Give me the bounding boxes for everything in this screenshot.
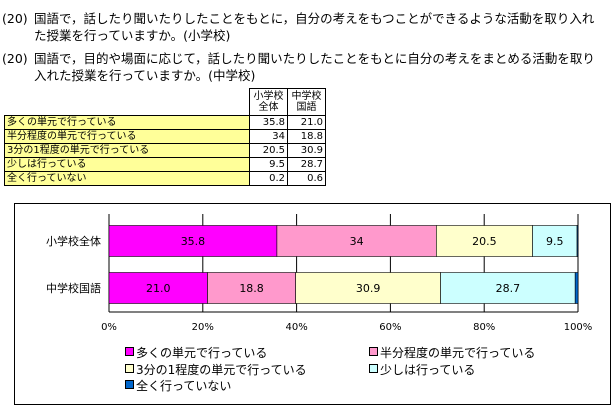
- x-tick-label: 40%: [285, 322, 307, 333]
- row-value: 18.8: [287, 129, 326, 144]
- data-label: 18.8: [239, 282, 264, 295]
- table-row: 少しは行っている 9.5 28.7: [4, 157, 326, 172]
- row-value: 21.0: [287, 115, 326, 130]
- legend-swatch: [125, 347, 134, 356]
- data-label: 34: [350, 235, 364, 248]
- row-value: 0.6: [287, 171, 326, 186]
- data-table: 小学校 全体 中学校 国語 多くの単元で行っている 35.8 21.0 半分程度…: [4, 88, 326, 186]
- table-row: 3分の1程度の単元で行っている 20.5 30.9: [4, 143, 326, 158]
- legend-label: 3分の1程度の単元で行っている: [136, 363, 307, 377]
- bar-segment: [440, 272, 576, 304]
- row-value: 35.8: [249, 115, 288, 130]
- legend-label: 全く行っていない: [136, 379, 232, 393]
- row-label: 半分程度の単元で行っている: [4, 129, 250, 144]
- row-value: 30.9: [287, 143, 326, 158]
- category-label: 小学校全体: [46, 234, 101, 248]
- header-junior: 中学校 国語: [291, 91, 322, 113]
- table-row: 半分程度の単元で行っている 34 18.8: [4, 129, 326, 144]
- legend-swatch: [369, 347, 378, 356]
- table-row: 全く行っていない 0.2 0.6: [4, 171, 326, 186]
- legend-item: 半分程度の単元で行っている: [369, 345, 535, 361]
- question-2-text: 国語で，目的や場面に応じて，話したり聞いたりしたことをもとに自分の考えをまとめる…: [34, 51, 595, 83]
- x-tick-label: 20%: [192, 322, 214, 333]
- row-value: 0.2: [249, 171, 288, 186]
- data-label: 21.0: [146, 282, 171, 295]
- legend-label: 少しは行っている: [380, 363, 476, 377]
- bar-segment: [295, 272, 441, 304]
- question-1-number: (20): [2, 11, 28, 26]
- data-label: 28.7: [496, 282, 521, 295]
- bar-segment: [276, 225, 437, 257]
- legend-swatch: [369, 364, 378, 373]
- data-label: 30.9: [356, 282, 381, 295]
- chart-container: 0% 20% 40% 60% 80% 100% 小学校全体 35.8 34 20.5 9.5 中学校国…: [14, 203, 611, 405]
- x-tick-label: 0%: [101, 322, 117, 333]
- legend-item: 3分の1程度の単元で行っている: [125, 362, 307, 378]
- table-header-cell: 中学校 国語: [287, 88, 326, 116]
- question-1-text: 国語で，話したり聞いたりしたことをもとに，自分の考えをもつことができるような活動…: [34, 11, 595, 43]
- legend-label: 多くの単元で行っている: [136, 346, 268, 360]
- row-label: 3分の1程度の単元で行っている: [4, 143, 250, 158]
- row-value: 28.7: [287, 157, 326, 172]
- bar-segment: [574, 272, 579, 304]
- question-2-number: (20): [2, 51, 28, 66]
- legend-swatch: [125, 364, 134, 373]
- data-label: 9.5: [546, 235, 564, 248]
- legend-swatch: [125, 380, 134, 389]
- table-header-row: 小学校 全体 中学校 国語: [5, 88, 326, 116]
- row-value: 9.5: [249, 157, 288, 172]
- row-value: 34: [249, 129, 288, 144]
- header-elementary: 小学校 全体: [253, 91, 284, 113]
- bar-segment: [108, 225, 278, 257]
- x-tick-label: 60%: [379, 322, 401, 333]
- table-row: 多くの単元で行っている 35.8 21.0: [4, 115, 326, 130]
- stacked-bar-chart: 0% 20% 40% 60% 80% 100% 小学校全体 35.8 34 20.5 9.5 中学校国…: [46, 214, 593, 333]
- row-label: 少しは行っている: [4, 157, 250, 172]
- bar-segment: [207, 272, 296, 304]
- legend-item: 少しは行っている: [369, 362, 475, 378]
- legend-item: 全く行っていない: [125, 378, 231, 394]
- row-label: 全く行っていない: [4, 171, 250, 186]
- legend-item: 多くの単元で行っている: [125, 345, 267, 361]
- table-header-cell: 小学校 全体: [249, 88, 288, 116]
- legend-label: 半分程度の単元で行っている: [380, 346, 536, 360]
- x-tick-label: 80%: [473, 322, 495, 333]
- row-label: 多くの単元で行っている: [4, 115, 250, 130]
- row-value: 20.5: [249, 143, 288, 158]
- x-tick-label: 100%: [564, 322, 593, 333]
- bar-segment: [436, 225, 533, 257]
- data-label: 35.8: [181, 235, 206, 248]
- bar-segment: [576, 225, 579, 257]
- data-label: 20.5: [472, 235, 497, 248]
- category-label: 中学校国語: [46, 281, 101, 295]
